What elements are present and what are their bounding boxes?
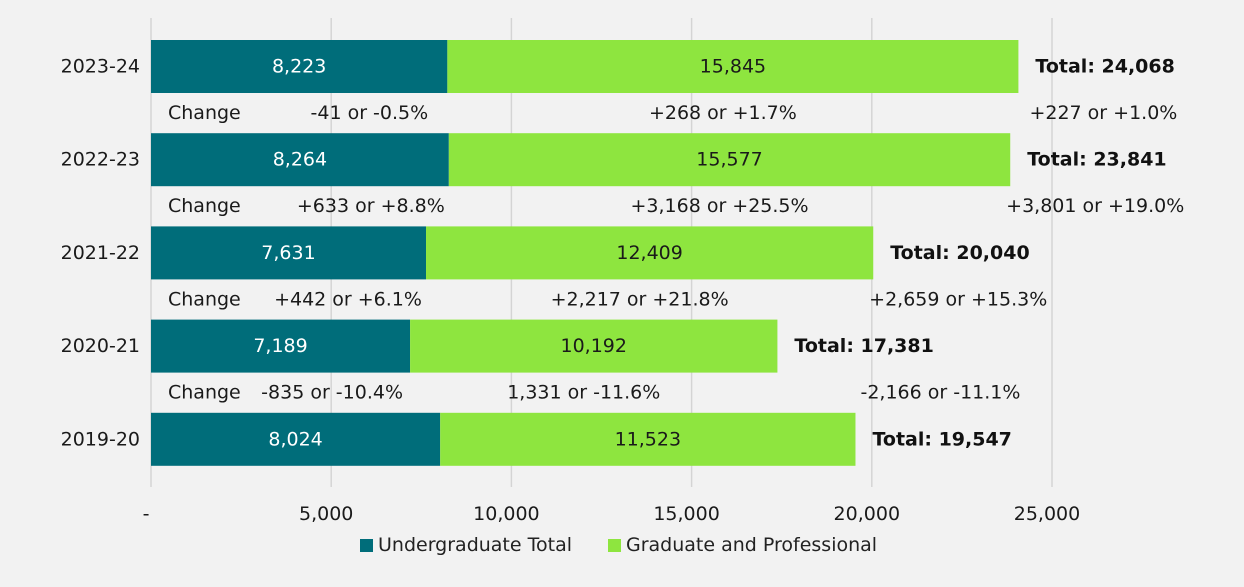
category-label-2019-20: 2019-20 [61,428,140,450]
bar-grad-2022-23 [448,133,1011,187]
category-label-2023-24: 2023-24 [61,56,140,78]
change-total-1: +3,801 or +19.0% [1006,195,1184,217]
bar-label-grad-2019-20: 11,523 [615,428,681,450]
x-tick-label-3: 15,000 [653,503,719,525]
legend-item-graduate: Graduate and Professional [608,534,877,556]
total-label-2022-23: Total: 23,841 [1027,149,1166,171]
bar-undergrad-2021-22 [151,226,427,280]
x-tick-label-5: 25,000 [1014,503,1080,525]
bar-label-grad-2022-23: 15,577 [696,149,762,171]
change-grad-1: +3,168 or +25.5% [630,195,808,217]
x-tick-label-4: 20,000 [834,503,900,525]
bar-undergrad-2019-20 [151,412,441,466]
change-undergrad-3: -835 or -10.4% [261,382,403,404]
legend-item-undergraduate: Undergraduate Total [360,534,572,556]
bar-label-undergrad-2021-22: 7,631 [261,242,315,264]
change-total-0: +227 or +1.0% [1029,102,1177,124]
bar-grad-2021-22 [426,226,874,280]
total-label-2021-22: Total: 20,040 [890,242,1029,264]
x-tick-label-1: 5,000 [299,503,353,525]
change-grad-2: +2,217 or +21.8% [551,288,729,310]
category-label-2021-22: 2021-22 [61,242,140,264]
bar-undergrad-2023-24 [151,40,448,93]
bar-undergrad-2022-23 [151,133,449,187]
legend-label-graduate: Graduate and Professional [626,534,878,556]
bar-label-undergrad-2020-21: 7,189 [253,335,307,357]
change-total-2: +2,659 or +15.3% [869,288,1047,310]
total-label-2019-20: Total: 19,547 [872,428,1011,450]
change-total-3: -2,166 or -11.1% [860,382,1020,404]
legend-swatch-graduate [608,538,621,552]
change-label-2: Change [168,288,241,310]
total-label-2023-24: Total: 24,068 [1035,56,1174,78]
category-label-2020-21: 2020-21 [61,335,140,357]
change-grad-0: +268 or +1.7% [649,102,797,124]
bar-grad-2023-24 [447,40,1019,93]
change-undergrad-2: +442 or +6.1% [274,288,422,310]
x-tick-label-0: - [143,503,150,525]
bar-label-undergrad-2022-23: 8,264 [273,149,327,171]
bar-label-undergrad-2019-20: 8,024 [268,428,322,450]
bar-label-grad-2021-22: 12,409 [616,242,682,264]
change-undergrad-0: -41 or -0.5% [311,102,429,124]
x-tick-label-2: 10,000 [473,503,539,525]
bar-grad-2020-21 [410,319,778,373]
bar-label-grad-2020-21: 10,192 [561,335,627,357]
bar-grad-2019-20 [440,412,856,466]
bar-label-undergrad-2023-24: 8,223 [272,56,326,78]
total-label-2020-21: Total: 17,381 [794,335,933,357]
change-label-3: Change [168,382,241,404]
legend-swatch-undergraduate [360,538,373,552]
change-grad-3: 1,331 or -11.6% [507,382,660,404]
category-label-2022-23: 2022-23 [61,149,140,171]
legend-label-undergraduate: Undergraduate Total [378,534,572,556]
change-label-0: Change [168,102,241,124]
chart-legend: Undergraduate Total Graduate and Profess… [360,534,913,556]
change-label-1: Change [168,195,241,217]
bar-label-grad-2023-24: 15,845 [700,56,766,78]
change-undergrad-1: +633 or +8.8% [297,195,445,217]
bar-undergrad-2020-21 [151,319,411,373]
